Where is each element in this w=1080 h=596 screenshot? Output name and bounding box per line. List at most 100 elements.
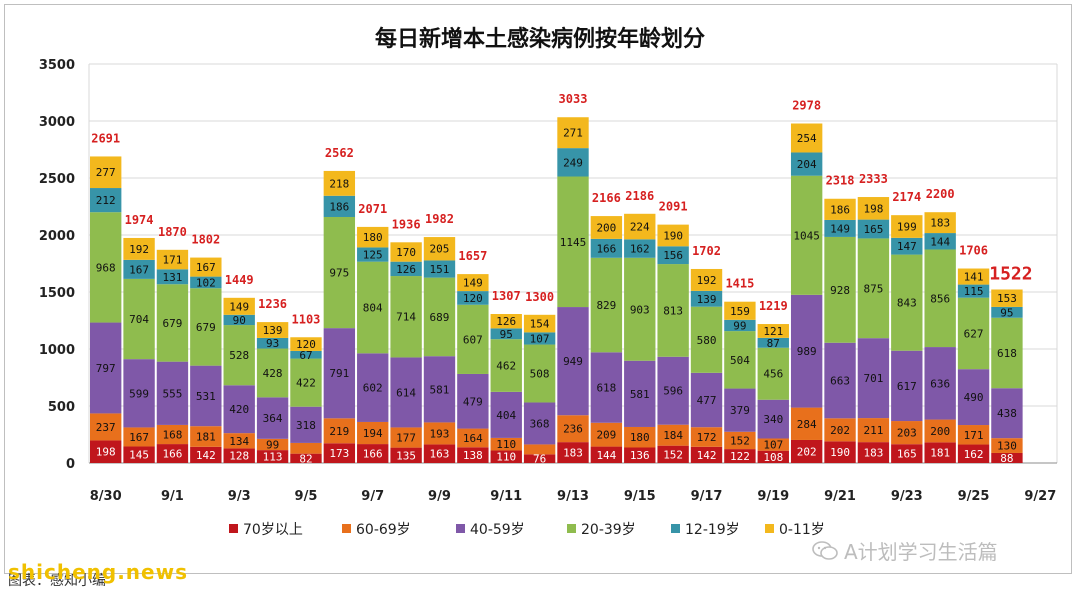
total-label: 3033 <box>559 92 588 106</box>
segment-value-label: 167 <box>129 263 149 276</box>
x-tick-label: 9/15 <box>624 489 656 504</box>
bar-segment <box>757 399 789 439</box>
bar-segment <box>857 219 890 239</box>
bar-segment <box>123 259 155 279</box>
total-label: 1936 <box>392 217 421 231</box>
bar-segment <box>624 239 656 258</box>
bar-segment <box>991 388 1023 439</box>
bar-segment <box>690 268 723 291</box>
x-tick-label: 9/3 <box>228 489 251 504</box>
bar-segment <box>256 322 289 338</box>
legend-label: 70岁以上 <box>243 522 303 538</box>
bar-segment <box>256 348 289 398</box>
bar-segment <box>624 257 656 361</box>
bar-segment <box>290 337 322 351</box>
segment-value-label: 211 <box>863 424 883 437</box>
segment-value-label: 139 <box>697 293 717 306</box>
legend-label: 0-11岁 <box>779 522 825 538</box>
segment-value-label: 122 <box>730 450 750 463</box>
bar-segment <box>523 344 556 403</box>
bar-segment <box>824 219 856 237</box>
bar-segment <box>190 426 222 447</box>
bar-segment <box>590 257 623 353</box>
segment-value-label: 477 <box>697 394 717 407</box>
bar-segment <box>423 260 456 278</box>
segment-value-label: 151 <box>430 263 450 276</box>
total-label: 2333 <box>859 172 888 186</box>
bar-segment <box>724 449 756 463</box>
total-label: 2166 <box>592 191 621 205</box>
bar-segment <box>957 268 990 285</box>
bar-segment <box>190 257 222 277</box>
bar-segment <box>357 247 389 262</box>
x-tick-label: 9/7 <box>361 489 384 504</box>
segment-value-label: 120 <box>296 338 316 351</box>
segment-value-label: 989 <box>797 345 817 358</box>
segment-value-label: 596 <box>663 385 683 398</box>
segment-value-label: 404 <box>496 409 516 422</box>
bar-segment <box>190 288 222 366</box>
bar-segment <box>624 426 656 448</box>
y-tick-label: 2500 <box>39 172 75 187</box>
segment-value-label: 128 <box>229 450 249 463</box>
total-label: 2091 <box>659 200 688 214</box>
x-tick-label: 9/11 <box>490 489 522 504</box>
segment-value-label: 183 <box>563 447 583 460</box>
bar-segment <box>156 269 189 285</box>
bar-segment <box>824 418 856 442</box>
bar-segment <box>457 447 489 463</box>
bar-segment <box>90 188 122 213</box>
bar-segment <box>590 422 623 447</box>
legend-swatch <box>456 524 465 533</box>
total-label: 2071 <box>358 202 387 216</box>
segment-value-label: 184 <box>663 429 683 442</box>
bar-segment <box>323 216 356 329</box>
segment-value-label: 462 <box>496 360 516 373</box>
bar-segment <box>357 444 389 463</box>
segment-value-label: 183 <box>863 447 883 460</box>
segment-value-label: 599 <box>129 387 149 400</box>
segment-value-label: 165 <box>897 448 917 461</box>
segment-value-label: 249 <box>563 156 583 169</box>
segment-value-label: 87 <box>767 337 780 350</box>
segment-value-label: 167 <box>129 431 149 444</box>
bar-segment <box>90 322 122 414</box>
segment-value-label: 110 <box>496 451 516 464</box>
segment-value-label: 167 <box>196 261 216 274</box>
bar-segment <box>891 350 923 422</box>
segment-value-label: 67 <box>299 349 312 362</box>
segment-value-label: 183 <box>930 217 950 230</box>
segment-value-label: 181 <box>196 430 216 443</box>
total-label: 2978 <box>792 99 821 113</box>
bar-segment <box>123 427 155 447</box>
total-label: 2691 <box>91 131 120 145</box>
labels-layer: 198 237 797 968 212 277 2691 145 167 599 704 167 192… <box>91 92 1032 465</box>
segment-value-label: 219 <box>329 425 349 438</box>
segment-value-label: 364 <box>263 412 283 425</box>
segment-value-label: 149 <box>463 277 483 290</box>
segment-value-label: 180 <box>630 431 650 444</box>
bar-segment <box>991 306 1023 318</box>
y-tick-label: 2000 <box>39 229 75 244</box>
segment-value-label: 134 <box>229 435 249 448</box>
bar-segment <box>323 418 356 444</box>
total-label: 1974 <box>125 213 154 227</box>
bar-segment <box>991 289 1023 307</box>
x-axis: 8/30 9/1 9/3 9/5 9/7 9/9 9/11 9/13 9/15 9/17 9/19 9… <box>90 489 1057 504</box>
segment-value-label: 177 <box>396 432 416 445</box>
segment-value-label: 679 <box>163 317 183 330</box>
segment-value-label: 193 <box>430 427 450 440</box>
x-tick-label: 9/21 <box>824 489 856 504</box>
bar-segment <box>223 325 255 386</box>
segment-value-label: 205 <box>430 243 450 256</box>
bar-segment <box>357 226 389 248</box>
bar-segment <box>290 442 322 454</box>
bar-segment <box>790 152 823 176</box>
bar-segment <box>557 415 589 443</box>
total-label: 1449 <box>225 273 254 287</box>
bar-segment <box>924 442 956 463</box>
bar-segment <box>690 427 723 447</box>
total-label: 1300 <box>525 290 554 304</box>
segment-value-label: 199 <box>897 221 917 234</box>
bar-segment <box>757 438 789 451</box>
